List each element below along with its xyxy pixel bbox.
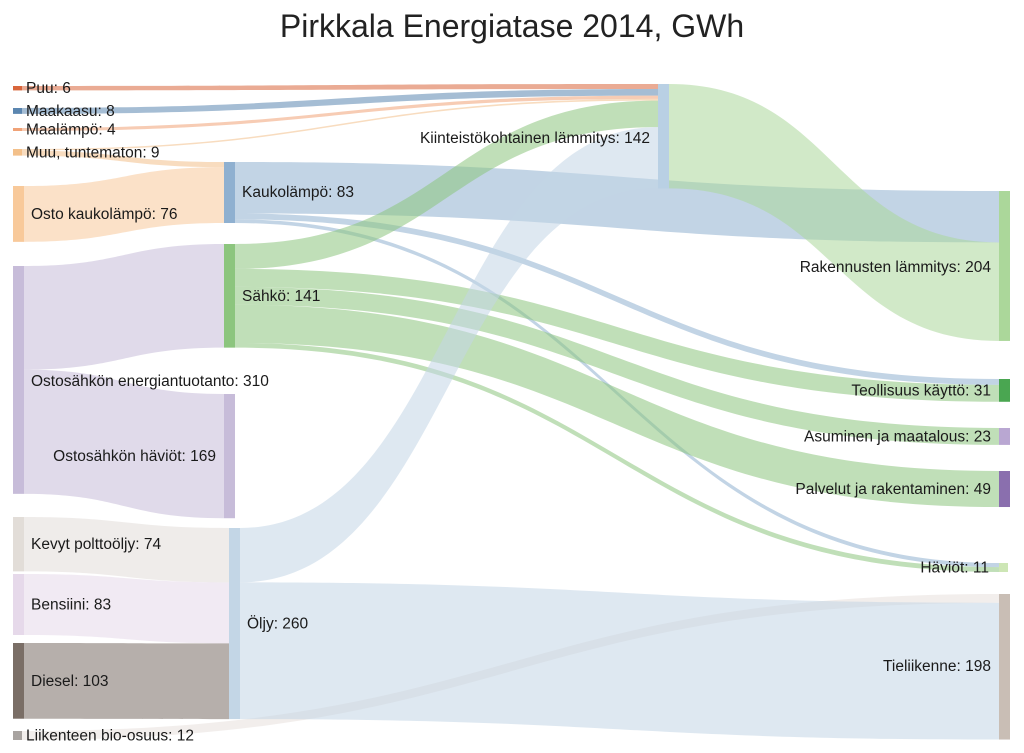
link-sahko-kiinteistokohtainen [235,100,658,269]
label-oljy: Öljy: 260 [247,615,309,633]
link-oljy-kiinteistokohtainen [240,127,658,583]
link-bensiini-oljy [24,574,229,644]
link-kiinteistokohtainen-rakennusten_lammitys [669,84,999,341]
link-kevyt_polttooljy-oljy [24,517,229,583]
label-haviot: Häviöt: 11 [920,560,989,577]
label-teollisuus: Teollisuus käyttö: 31 [851,382,991,399]
link-muu-kaukolampo [22,150,224,168]
link-ostosahkon_energiantuotanto-ostosahkon_haviot [24,369,224,519]
node-kevyt_polttooljy [13,517,24,572]
link-ostosahkon_energiantuotanto-sahko [24,244,224,370]
sankey-links [22,84,999,740]
label-tieliikenne: Tieliikenne: 198 [883,658,991,675]
label-kevyt_polttooljy: Kevyt polttoöljy: 74 [31,536,161,553]
label-osto_kaukolampo: Osto kaukolämpö: 76 [31,206,177,223]
label-kaukolampo: Kaukolämpö: 83 [242,184,354,201]
node-tieliikenne [999,594,1010,740]
node-haviot [999,563,1008,572]
label-maakaasu: Maakaasu: 8 [26,103,115,120]
link-kaukolampo-teollisuus [235,213,999,385]
node-ostosahkon_haviot [224,394,235,519]
node-sahko [224,244,235,348]
link-osto_kaukolampo-kaukolampo [24,167,224,242]
label-rakennusten_lammitys: Rakennusten lämmitys: 204 [800,259,992,276]
label-diesel: Diesel: 103 [31,673,109,690]
link-sahko-teollisuus [235,268,999,402]
link-muu-kiinteistokohtainen [22,98,658,151]
sankey-nodes [13,84,1010,740]
sankey-labels: Puu: 6 Maakaasu: 8 Maalämpö: 4 Muu, tuntema… [26,80,991,744]
link-oljy-tieliikenne [240,582,999,740]
link-puu-kiinteistokohtainen [22,84,658,91]
node-kaukolampo [224,162,235,224]
node-palvelut [999,471,1010,508]
node-muu [13,149,22,156]
node-kiinteistokohtainen [658,84,669,189]
label-kiinteistokohtainen: Kiinteistökohtainen lämmitys: 142 [420,130,650,147]
link-diesel-oljy [24,643,229,720]
chart-title: Pirkkala Energiatase 2014, GWh [279,8,745,44]
link-maalampo-kiinteistokohtainen [22,95,658,131]
label-muu: Muu, tuntematon: 9 [26,144,160,161]
label-asuminen: Asuminen ja maatalous: 23 [804,428,991,445]
node-bensiini [13,574,24,636]
node-teollisuus [999,379,1010,402]
label-puu: Puu: 6 [26,80,71,97]
node-osto_kaukolampo [13,186,24,242]
label-sahko: Sähkö: 141 [242,288,320,305]
node-asuminen [999,428,1010,445]
link-sahko-palvelut [235,304,999,508]
link-maakaasu-kiinteistokohtainen [22,88,658,114]
link-sahko-haviot [235,342,999,572]
link-sahko-asuminen [235,286,999,445]
node-liikenteen_bio [13,731,22,740]
label-bensiini: Bensiini: 83 [31,597,111,614]
label-palvelut: Palvelut ja rakentaminen: 49 [795,481,991,498]
label-ostosahkon_haviot: Ostosähkön häviöt: 169 [53,448,216,465]
node-maalampo [13,128,22,131]
node-puu [13,86,22,91]
label-ostosahkon_energiantuotanto: Ostosähkön energiantuotanto: 310 [31,373,269,390]
node-diesel [13,643,24,719]
node-ostosahkon_energiantuotanto [13,266,24,494]
node-rakennusten_lammitys [999,191,1010,341]
node-oljy [229,528,240,720]
label-maalampo: Maalämpö: 4 [26,122,116,139]
label-liikenteen_bio: Liikenteen bio-osuus: 12 [26,728,194,745]
node-maakaasu [13,108,22,114]
